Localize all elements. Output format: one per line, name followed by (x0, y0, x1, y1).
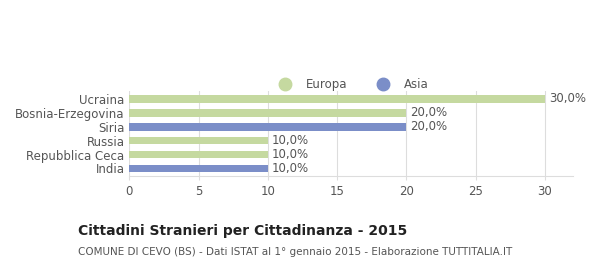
Text: 30,0%: 30,0% (549, 92, 586, 105)
Text: COMUNE DI CEVO (BS) - Dati ISTAT al 1° gennaio 2015 - Elaborazione TUTTITALIA.IT: COMUNE DI CEVO (BS) - Dati ISTAT al 1° g… (78, 247, 512, 257)
Bar (130, 137, 268, 145)
Bar (130, 151, 268, 158)
Text: 20,0%: 20,0% (410, 120, 448, 133)
Legend: Europa, Asia: Europa, Asia (268, 73, 434, 96)
Text: 10,0%: 10,0% (272, 134, 309, 147)
Text: Cittadini Stranieri per Cittadinanza - 2015: Cittadini Stranieri per Cittadinanza - 2… (78, 224, 407, 238)
Bar (130, 165, 268, 172)
Bar (130, 109, 406, 116)
Text: 10,0%: 10,0% (272, 148, 309, 161)
Text: 20,0%: 20,0% (410, 106, 448, 119)
Text: 10,0%: 10,0% (272, 162, 309, 175)
Bar (130, 95, 545, 103)
Bar (130, 123, 406, 131)
